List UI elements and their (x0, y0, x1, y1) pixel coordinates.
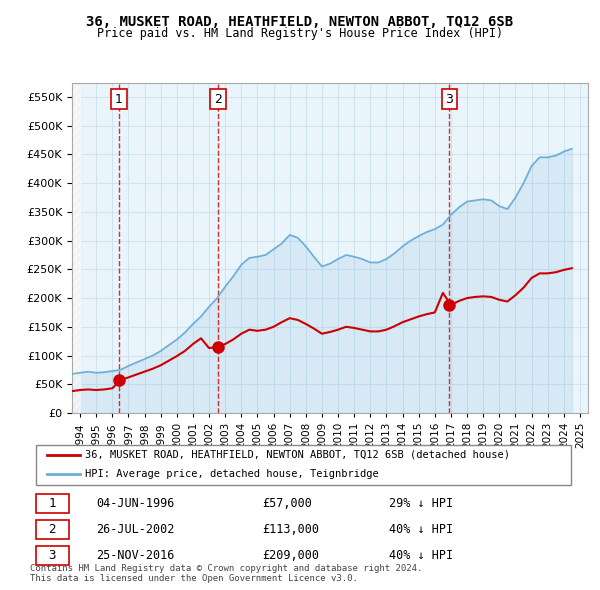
Text: 29% ↓ HPI: 29% ↓ HPI (389, 497, 453, 510)
Text: 36, MUSKET ROAD, HEATHFIELD, NEWTON ABBOT, TQ12 6SB: 36, MUSKET ROAD, HEATHFIELD, NEWTON ABBO… (86, 15, 514, 29)
Text: 25-NOV-2016: 25-NOV-2016 (96, 549, 175, 562)
Text: Price paid vs. HM Land Registry's House Price Index (HPI): Price paid vs. HM Land Registry's House … (97, 27, 503, 40)
Text: 04-JUN-1996: 04-JUN-1996 (96, 497, 175, 510)
Text: 26-JUL-2002: 26-JUL-2002 (96, 523, 175, 536)
FancyBboxPatch shape (35, 494, 68, 513)
Text: £113,000: £113,000 (262, 523, 319, 536)
Text: 1: 1 (115, 93, 123, 106)
Bar (72, 83, 80, 413)
Bar (72, 83, 80, 413)
Text: HPI: Average price, detached house, Teignbridge: HPI: Average price, detached house, Teig… (85, 470, 379, 479)
Text: Contains HM Land Registry data © Crown copyright and database right 2024.
This d: Contains HM Land Registry data © Crown c… (30, 563, 422, 583)
Text: 3: 3 (49, 549, 56, 562)
Text: 1: 1 (49, 497, 56, 510)
Text: 3: 3 (445, 93, 453, 106)
FancyBboxPatch shape (35, 445, 571, 484)
Text: £57,000: £57,000 (262, 497, 312, 510)
Text: 2: 2 (214, 93, 222, 106)
Text: £209,000: £209,000 (262, 549, 319, 562)
Text: 40% ↓ HPI: 40% ↓ HPI (389, 523, 453, 536)
Bar (72, 83, 80, 413)
Text: 36, MUSKET ROAD, HEATHFIELD, NEWTON ABBOT, TQ12 6SB (detached house): 36, MUSKET ROAD, HEATHFIELD, NEWTON ABBO… (85, 450, 510, 460)
Text: 40% ↓ HPI: 40% ↓ HPI (389, 549, 453, 562)
Text: 2: 2 (49, 523, 56, 536)
FancyBboxPatch shape (35, 546, 68, 565)
FancyBboxPatch shape (35, 520, 68, 539)
